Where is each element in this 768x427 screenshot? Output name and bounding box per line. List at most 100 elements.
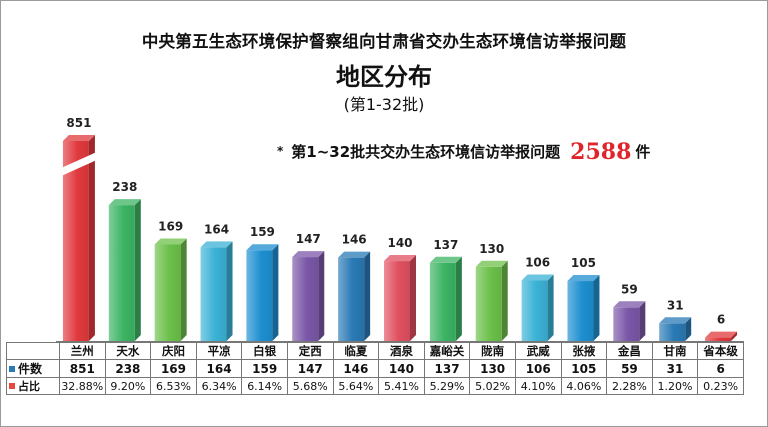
table-corner xyxy=(6,342,60,360)
bar-front xyxy=(108,205,135,341)
bar-front xyxy=(292,257,319,341)
bar-省本级 xyxy=(705,331,738,341)
data-label: 140 xyxy=(387,236,412,250)
bar-临夏 xyxy=(338,251,371,341)
share-cell: 2.28% xyxy=(606,377,653,395)
bar-side xyxy=(547,274,554,341)
bar-front xyxy=(338,257,365,341)
bar-side xyxy=(455,256,462,341)
chart-subtitle: 地区分布 xyxy=(336,63,432,91)
bar-top xyxy=(200,241,233,248)
count-cell: 140 xyxy=(378,359,425,378)
bar-side xyxy=(226,241,233,341)
bar-front xyxy=(154,244,181,341)
total-unit: 件 xyxy=(635,143,651,161)
bar-front xyxy=(567,281,594,341)
share-cell: 6.14% xyxy=(241,377,288,395)
share-legend-swatch xyxy=(9,383,15,389)
data-label: 238 xyxy=(112,180,137,194)
table-row-counts: 件数 851 238 169 164 159 147 146 140 137 130 106 105 59… xyxy=(6,359,744,378)
category-cell: 省本级 xyxy=(697,342,744,360)
bar-side xyxy=(501,260,508,341)
share-cell: 4.10% xyxy=(514,377,562,395)
count-legend-swatch xyxy=(9,366,15,372)
data-label: 146 xyxy=(342,233,367,247)
bar-front xyxy=(384,261,410,341)
bar-top xyxy=(338,251,371,258)
share-cell: 6.53% xyxy=(150,377,197,395)
row-label-count: 件数 xyxy=(6,359,60,378)
bar-top xyxy=(429,256,462,263)
data-label: 159 xyxy=(250,225,275,239)
count-cell: 59 xyxy=(606,359,653,378)
category-cell: 嘉峪关 xyxy=(423,342,471,360)
data-label: 6 xyxy=(717,313,725,327)
count-cell: 159 xyxy=(241,359,288,378)
bar-side xyxy=(639,301,646,341)
count-label: 件数 xyxy=(18,362,43,376)
bar-top xyxy=(108,199,141,206)
table-row-shares: 占比 32.88% 9.20% 6.53% 6.34% 6.14% 5.68% 5.64% 5.… xyxy=(6,377,744,395)
bar-front xyxy=(521,280,548,341)
bar-甘南 xyxy=(659,317,692,341)
bar-top xyxy=(246,244,279,251)
count-cell: 164 xyxy=(195,359,243,378)
bar-side xyxy=(593,275,600,341)
bar-兰州 xyxy=(58,135,99,341)
chart-batch-range: (第1-32批) xyxy=(343,95,425,114)
share-cell: 5.41% xyxy=(378,377,425,395)
share-cell: 5.02% xyxy=(469,377,516,395)
data-label: 106 xyxy=(525,255,550,269)
category-cell: 酒泉 xyxy=(378,342,425,360)
table-row-categories: 兰州 天水 庆阳 平凉 白银 定西 临夏 酒泉 嘉峪关 陇南 武威 张掖 金昌 甘南 省本级 xyxy=(6,342,744,360)
bar-白银 xyxy=(246,244,279,341)
bar-定西 xyxy=(292,251,325,341)
data-label: 31 xyxy=(667,298,684,312)
bar-top xyxy=(659,317,692,324)
category-cell: 甘南 xyxy=(651,342,699,360)
category-cell: 金昌 xyxy=(606,342,653,360)
bar-酒泉 xyxy=(384,255,416,341)
category-cell: 天水 xyxy=(104,342,152,360)
share-cell: 5.68% xyxy=(286,377,334,395)
bar-side xyxy=(410,255,416,341)
data-label: 59 xyxy=(621,282,638,296)
count-cell: 6 xyxy=(697,359,744,378)
total-summary-text: 第1~32批共交办生态环境信访举报问题 xyxy=(291,143,561,161)
bar-top xyxy=(521,274,554,281)
bar-side xyxy=(318,251,325,341)
data-label: 137 xyxy=(433,238,458,252)
bar-front xyxy=(429,262,456,341)
count-cell: 31 xyxy=(651,359,699,378)
bar-front xyxy=(246,250,273,341)
bar-金昌 xyxy=(613,301,646,341)
share-cell: 4.06% xyxy=(560,377,608,395)
category-cell: 平凉 xyxy=(195,342,243,360)
bar-top xyxy=(613,301,646,308)
bar-平凉 xyxy=(200,241,233,341)
share-cell: 0.23% xyxy=(697,377,744,395)
bar-top xyxy=(567,275,600,282)
bar-side xyxy=(180,238,187,341)
count-cell: 105 xyxy=(560,359,608,378)
category-cell: 白银 xyxy=(241,342,288,360)
total-summary: * 第1~32批共交办生态环境信访举报问题 2588 件 xyxy=(277,139,650,165)
bar-side xyxy=(364,251,371,341)
count-cell: 137 xyxy=(423,359,471,378)
row-label-share: 占比 xyxy=(6,377,60,395)
share-cell: 9.20% xyxy=(104,377,152,395)
data-label: 169 xyxy=(158,220,183,234)
share-cell: 1.20% xyxy=(651,377,699,395)
bar-top xyxy=(154,238,187,245)
bar-front xyxy=(200,247,227,341)
bar-top xyxy=(705,331,738,338)
count-cell: 851 xyxy=(59,359,106,378)
data-label: 164 xyxy=(204,222,229,236)
chart-title: 中央第五生态环境保护督察组向甘肃省交办生态环境信访举报问题 xyxy=(141,32,627,51)
data-label: 851 xyxy=(66,116,91,130)
data-table: 兰州 天水 庆阳 平凉 白银 定西 临夏 酒泉 嘉峪关 陇南 武威 张掖 金昌 甘南 省本级 件数 851 23… xyxy=(6,342,744,395)
category-cell: 张掖 xyxy=(560,342,608,360)
total-count: 2588 xyxy=(570,139,632,165)
bar-front xyxy=(705,337,732,341)
bar-top xyxy=(62,135,95,141)
